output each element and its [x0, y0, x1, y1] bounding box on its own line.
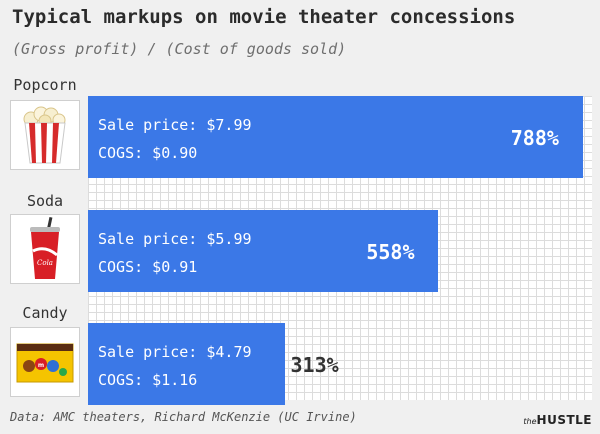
value-label-popcorn: 788%: [511, 126, 559, 150]
cogs-label-candy: COGS: $1.16: [98, 371, 197, 389]
cogs-label-soda: COGS: $0.91: [98, 258, 197, 276]
source-note: Data: AMC theaters, Richard McKenzie (UC…: [10, 410, 357, 424]
soda-cup-icon: Cola: [10, 214, 80, 284]
logo-prefix: the: [523, 417, 536, 426]
bar-candy: Sale price: $4.79 COGS: $1.16: [88, 323, 285, 405]
chart-subtitle: (Gross profit) / (Cost of goods sold): [12, 40, 346, 58]
value-label-soda: 558%: [366, 240, 414, 264]
logo-name: HUSTLE: [537, 413, 592, 427]
bar-popcorn: Sale price: $7.99 COGS: $0.90: [88, 96, 583, 178]
svg-text:m: m: [38, 362, 44, 369]
svg-text:Cola: Cola: [37, 259, 53, 267]
category-label-soda: Soda: [5, 192, 85, 210]
category-label-candy: Candy: [5, 304, 85, 322]
candy-box-icon: m: [10, 327, 80, 397]
sale-price-label-soda: Sale price: $5.99: [98, 230, 252, 248]
category-label-popcorn: Popcorn: [5, 76, 85, 94]
sale-price-label-candy: Sale price: $4.79: [98, 343, 252, 361]
chart-title: Typical markups on movie theater concess…: [12, 6, 515, 28]
popcorn-icon: [10, 100, 80, 170]
cogs-label-popcorn: COGS: $0.90: [98, 144, 197, 162]
sale-price-label-popcorn: Sale price: $7.99: [98, 116, 252, 134]
hustle-logo: theHUSTLE: [523, 409, 592, 428]
value-label-candy: 313%: [291, 353, 339, 377]
